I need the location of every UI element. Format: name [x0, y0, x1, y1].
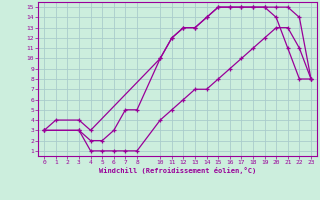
X-axis label: Windchill (Refroidissement éolien,°C): Windchill (Refroidissement éolien,°C): [99, 167, 256, 174]
